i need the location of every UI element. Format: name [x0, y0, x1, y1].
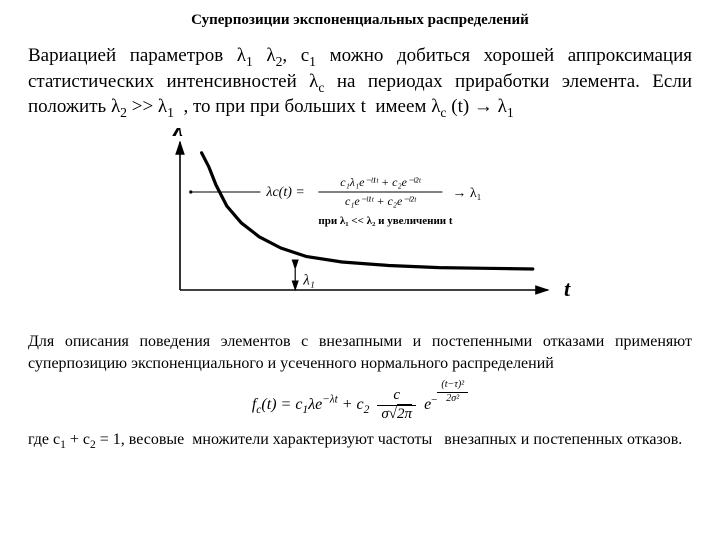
formula-fc: fc(t) = c1λe−λt + c2 c σ√2π e−(t−τ)²2σ²	[28, 380, 692, 422]
svg-text:c₁λ₁e⁻ˡ¹ᵗ + c₂e⁻ˡ²ᵗ: c₁λ₁e⁻ˡ¹ᵗ + c₂e⁻ˡ²ᵗ	[340, 175, 421, 189]
svg-text:при λ₁ << λ₂ и увеличении t: при λ₁ << λ₂ и увеличении t	[318, 215, 453, 227]
svg-text:λ₁: λ₁	[302, 272, 315, 288]
svg-text:λc(t) =: λc(t) =	[265, 185, 304, 200]
page-title: Суперпозиции экспоненциальных распределе…	[28, 12, 692, 29]
svg-text:c₁e⁻ˡ¹ᵗ + c₂e⁻ˡ²ᵗ: c₁e⁻ˡ¹ᵗ + c₂e⁻ˡ²ᵗ	[345, 194, 417, 208]
lambda-decay-chart: λ̂ t λ₁ λc(t) = c₁λ₁e⁻ˡ¹ᵗ + c₂e⁻ˡ²ᵗ c₁e⁻ˡ¹ᵗ +…	[125, 128, 595, 323]
svg-text:t: t	[564, 276, 571, 301]
svg-text:λ̂: λ̂	[172, 128, 189, 141]
paragraph-1: Вариацией параметров λ1 λ2, c1 можно доб…	[28, 43, 692, 120]
chart-svg: λ̂ t λ₁ λc(t) = c₁λ₁e⁻ˡ¹ᵗ + c₂e⁻ˡ²ᵗ c₁e⁻ˡ¹ᵗ +…	[125, 128, 595, 318]
paragraph-2: Для описания поведения элементов с внеза…	[28, 331, 692, 374]
paragraph-3: где c1 + c2 = 1, весовые множители харак…	[28, 429, 692, 451]
svg-text:→ λ₁: → λ₁	[452, 186, 481, 201]
formula-fc-den: σ√2π	[377, 406, 416, 423]
